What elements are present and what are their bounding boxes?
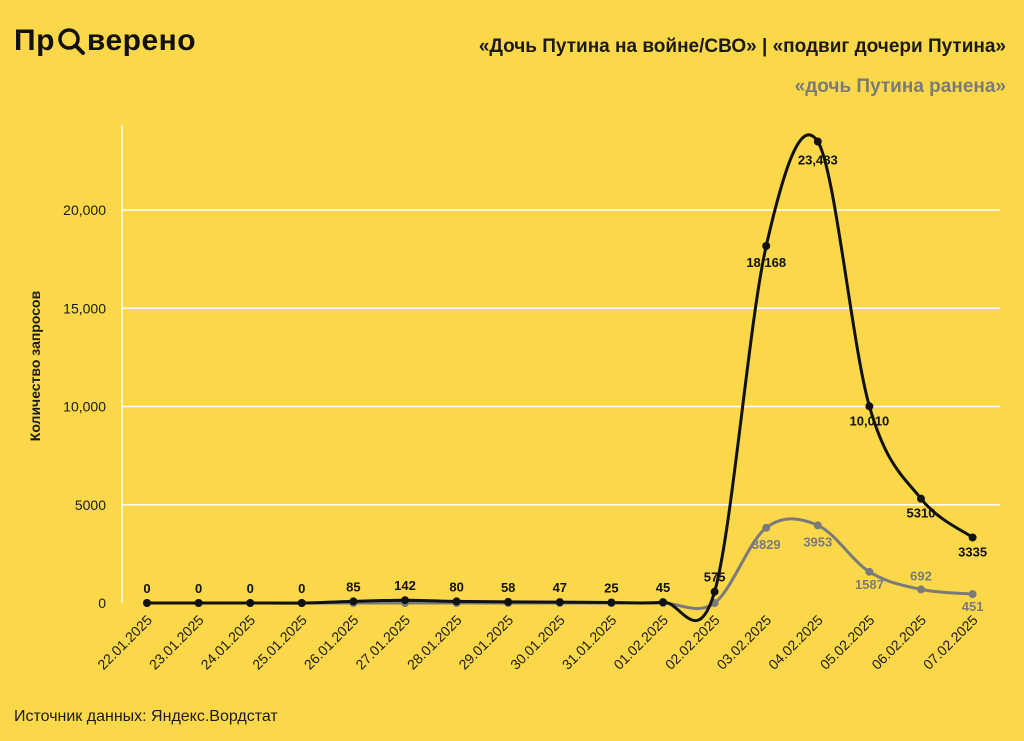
- series-2-data-label: 451: [962, 599, 984, 614]
- series-2-point: [968, 590, 977, 599]
- series-1-data-label: 0: [298, 581, 305, 596]
- x-tick-label: 23.01.2025: [146, 612, 207, 673]
- series-1-point: [143, 599, 151, 607]
- x-tick-label: 24.01.2025: [197, 612, 258, 673]
- series-1-data-label: 3335: [958, 544, 987, 559]
- series-1-data-label: 0: [143, 581, 150, 596]
- logo-text-left: Пр: [14, 24, 55, 57]
- y-axis-label: Количество запросов: [27, 290, 43, 441]
- chart-title-series-1: «Дочь Путина на войне/СВО» | «подвиг доч…: [478, 36, 1006, 57]
- series-1-point: [813, 137, 822, 146]
- series-1-data-label: 0: [247, 581, 254, 596]
- series-1-point: [659, 598, 667, 607]
- series-1-point: [504, 597, 513, 606]
- series-1-point: [246, 599, 255, 607]
- series-1-data-label: 10,010: [850, 413, 890, 428]
- data-source-note: Источник данных: Яндекс.Вордстат: [14, 708, 278, 725]
- series-1-point: [349, 597, 358, 606]
- x-tick-label: 07.02.2025: [920, 612, 981, 673]
- series-1-point: [762, 241, 771, 250]
- series-2-point: [865, 567, 874, 576]
- x-tick-label: 01.02.2025: [610, 612, 671, 673]
- series-2-point: [762, 523, 771, 532]
- x-tick-label: 22.01.2025: [94, 612, 155, 673]
- x-tick-label: 06.02.2025: [868, 612, 929, 673]
- series-1-point: [401, 596, 409, 605]
- series-2-data-label: 1587: [855, 577, 884, 592]
- series-1-data-label: 23,483: [798, 153, 838, 168]
- x-tick-label: 05.02.2025: [817, 612, 878, 673]
- magnifier-icon: [58, 28, 85, 55]
- series-2-data-label: 692: [910, 568, 932, 583]
- series-1-data-label: 47: [553, 580, 567, 595]
- series-1-point: [865, 402, 874, 411]
- x-tick-label: 25.01.2025: [249, 612, 310, 673]
- x-tick-label: 28.01.2025: [404, 612, 465, 673]
- series-1-data-label: 85: [346, 579, 360, 594]
- series-1-point: [968, 533, 977, 542]
- x-tick-label: 26.01.2025: [301, 612, 362, 673]
- x-tick-label: 03.02.2025: [713, 612, 774, 673]
- series-1-point: [452, 597, 461, 606]
- y-tick-label: 5000: [75, 497, 106, 513]
- series-1-data-label: 80: [449, 579, 463, 594]
- logo: Пр верено: [14, 24, 196, 58]
- series-2-point: [813, 521, 822, 530]
- series-1-data-label: 45: [656, 580, 670, 595]
- chart-title-series-2: «дочь Путина ранена»: [794, 76, 1006, 97]
- x-tick-label: 04.02.2025: [765, 612, 826, 673]
- y-tick-label: 15,000: [63, 300, 106, 316]
- series-2-data-label: 3953: [803, 534, 832, 549]
- series-1-point: [607, 598, 616, 607]
- x-tick-label: 31.01.2025: [559, 612, 620, 673]
- series-1-point: [297, 599, 306, 607]
- x-tick-label: 30.01.2025: [507, 612, 568, 673]
- series-2-point: [917, 585, 925, 594]
- series-2-line: [147, 517, 973, 611]
- y-tick-label: 20,000: [63, 202, 106, 218]
- series-1-data-label: 0: [195, 581, 202, 596]
- series-1-point: [710, 587, 719, 596]
- y-tick-label: 10,000: [63, 399, 106, 415]
- series-1-data-label: 142: [394, 578, 416, 593]
- series-1-data-label: 18,168: [746, 255, 786, 270]
- series-1-data-label: 575: [704, 570, 726, 585]
- series-1-point: [555, 598, 564, 607]
- y-tick-label: 0: [98, 595, 106, 611]
- series-1-line: [147, 133, 974, 622]
- logo-text-right: верено: [86, 24, 197, 57]
- series-1-data-label: 25: [604, 581, 618, 596]
- series-1-point: [194, 599, 203, 607]
- x-tick-label: 27.01.2025: [352, 612, 413, 673]
- series-1-data-label: 5310: [907, 506, 936, 521]
- series-1-point: [917, 494, 925, 503]
- x-tick-label: 29.01.2025: [455, 612, 516, 673]
- series-2-data-label: 3829: [752, 537, 781, 552]
- series-1-data-label: 58: [501, 580, 515, 595]
